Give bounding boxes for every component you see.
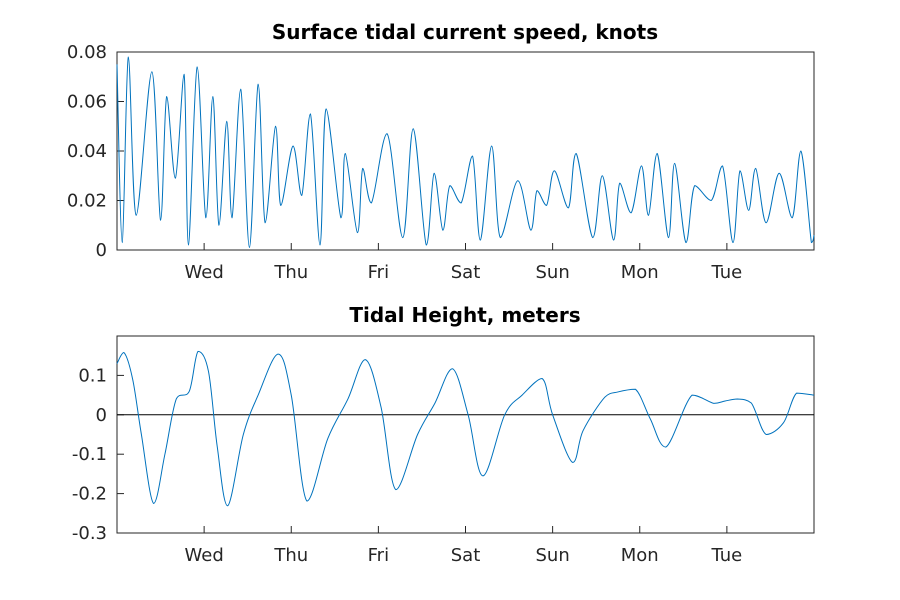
x-tick-label: Thu bbox=[273, 545, 308, 566]
y-tick-label: 0 bbox=[96, 240, 107, 261]
y-tick-label: 0.06 bbox=[67, 92, 107, 113]
chart-title: Tidal Height, meters bbox=[349, 303, 580, 327]
x-tick-label: Sat bbox=[451, 262, 481, 283]
y-tick-label: -0.1 bbox=[72, 444, 107, 465]
y-tick-label: 0 bbox=[96, 405, 107, 426]
y-tick-label: -0.2 bbox=[72, 484, 107, 505]
x-tick-label: Tue bbox=[711, 262, 743, 283]
y-axis: -0.3 -0.2 -0.1 0 0.1 bbox=[72, 365, 124, 544]
y-tick-label: 0.02 bbox=[67, 191, 107, 212]
y-tick-label: -0.3 bbox=[72, 523, 107, 544]
current-speed-chart: Surface tidal current speed, knots Wed Th… bbox=[67, 20, 815, 283]
series-layer bbox=[116, 56, 815, 249]
y-tick-label: 0.04 bbox=[67, 141, 107, 162]
x-tick-label: Wed bbox=[185, 545, 224, 566]
y-axis: 0 0.02 0.04 0.06 0.08 bbox=[67, 42, 124, 261]
x-tick-label: Mon bbox=[621, 262, 659, 283]
x-axis: Wed Thu Fri Sat Sun Mon Tue bbox=[185, 243, 743, 283]
x-tick-label: Thu bbox=[273, 262, 308, 283]
x-tick-label: Sat bbox=[451, 545, 481, 566]
x-tick-label: Fri bbox=[368, 545, 389, 566]
x-tick-label: Fri bbox=[368, 262, 389, 283]
series-line bbox=[116, 350, 815, 507]
tidal-height-chart: Tidal Height, meters Wed Thu Fri Sat Sun Mon T… bbox=[72, 303, 815, 566]
chart-title: Surface tidal current speed, knots bbox=[272, 20, 658, 44]
y-tick-label: 0.08 bbox=[67, 42, 107, 63]
x-axis: Wed Thu Fri Sat Sun Mon Tue bbox=[185, 526, 743, 566]
series-layer bbox=[116, 350, 815, 507]
x-tick-label: Sun bbox=[536, 262, 570, 283]
x-tick-label: Mon bbox=[621, 545, 659, 566]
series-line bbox=[116, 56, 815, 249]
y-tick-label: 0.1 bbox=[78, 365, 107, 386]
x-tick-label: Wed bbox=[185, 262, 224, 283]
x-tick-label: Tue bbox=[711, 545, 743, 566]
x-tick-label: Sun bbox=[536, 545, 570, 566]
